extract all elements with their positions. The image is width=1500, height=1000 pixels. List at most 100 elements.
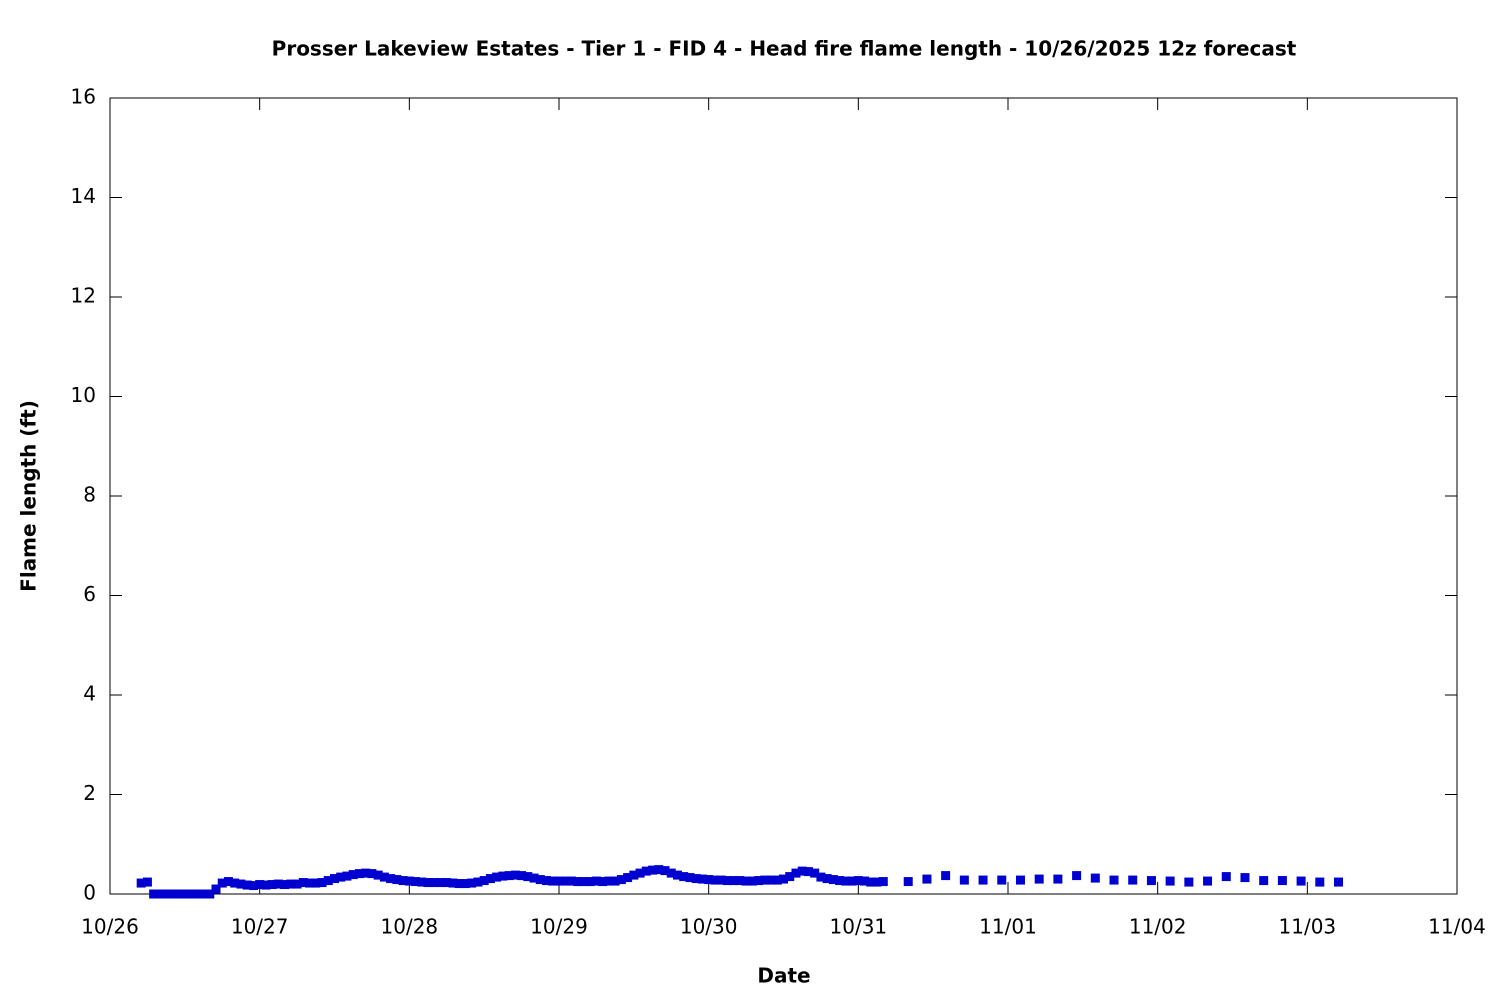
data-point	[373, 870, 383, 880]
data-point	[760, 875, 770, 885]
data-point	[554, 876, 564, 886]
data-point	[772, 875, 782, 885]
data-point	[448, 878, 458, 888]
data-point	[754, 876, 764, 886]
data-point	[672, 870, 682, 880]
data-point	[517, 871, 527, 881]
data-point	[192, 889, 202, 899]
data-point	[473, 877, 483, 887]
data-point	[242, 880, 252, 890]
data-point	[379, 872, 389, 882]
data-point	[1277, 876, 1287, 886]
data-point	[161, 889, 171, 899]
data-point	[648, 865, 658, 875]
y-tick-label: 14	[71, 184, 96, 208]
y-tick-label: 10	[71, 383, 96, 407]
data-point	[959, 875, 969, 885]
data-point	[1184, 877, 1194, 887]
data-point	[785, 872, 795, 882]
x-tick-label: 11/02	[1129, 915, 1187, 939]
data-point	[610, 876, 620, 886]
x-tick-label: 11/01	[979, 915, 1037, 939]
data-point	[442, 878, 452, 888]
x-tick-label: 10/29	[530, 915, 588, 939]
data-point	[691, 874, 701, 884]
data-point	[186, 889, 196, 899]
data-point	[1109, 875, 1119, 885]
data-point	[704, 875, 714, 885]
y-tick-label: 2	[83, 781, 96, 805]
data-point	[629, 870, 639, 880]
x-tick-label: 11/03	[1279, 915, 1337, 939]
data-point	[1128, 875, 1138, 885]
data-point	[847, 876, 857, 886]
data-point	[510, 870, 520, 880]
data-point	[248, 881, 258, 891]
data-point	[423, 878, 433, 888]
x-tick-label: 11/04	[1428, 915, 1486, 939]
x-tick-label: 10/28	[381, 915, 439, 939]
data-point	[223, 877, 233, 887]
data-point	[199, 889, 209, 899]
data-point	[997, 875, 1007, 885]
y-tick-label: 6	[83, 582, 96, 606]
y-axis-label: Flame length (ft)	[17, 400, 41, 592]
data-point	[180, 889, 190, 899]
data-point	[330, 874, 339, 884]
data-point	[822, 874, 832, 884]
y-tick-label: 16	[71, 85, 96, 109]
data-point	[348, 870, 358, 880]
data-point	[1315, 877, 1325, 887]
data-point	[654, 865, 664, 875]
data-point	[535, 875, 545, 885]
data-point	[398, 876, 408, 886]
data-point	[566, 876, 576, 886]
data-point	[1146, 876, 1156, 886]
data-point	[523, 872, 533, 882]
data-point	[598, 877, 608, 887]
data-point	[273, 879, 283, 889]
data-point	[1015, 875, 1025, 885]
data-point	[417, 877, 427, 887]
data-point	[404, 876, 414, 886]
data-point	[797, 866, 807, 876]
data-point	[735, 876, 745, 886]
data-point	[635, 868, 645, 878]
data-point	[866, 877, 876, 887]
data-point	[679, 872, 689, 882]
data-point	[729, 876, 739, 886]
data-point	[529, 873, 539, 883]
data-point	[666, 868, 676, 878]
data-point	[853, 876, 863, 886]
data-point	[1203, 876, 1213, 886]
data-point	[261, 880, 271, 890]
data-point	[236, 879, 246, 889]
data-point	[467, 878, 477, 888]
data-point	[591, 876, 601, 886]
data-point	[255, 880, 265, 890]
data-point	[205, 889, 215, 899]
data-point	[498, 871, 508, 881]
x-axis-label: Date	[757, 964, 810, 988]
data-point	[641, 866, 651, 876]
data-point	[485, 874, 495, 884]
data-point	[860, 876, 870, 886]
data-point	[685, 873, 695, 883]
data-point	[342, 871, 352, 881]
data-point	[573, 877, 583, 887]
data-point	[317, 878, 327, 888]
data-point	[429, 878, 439, 888]
data-point	[903, 877, 913, 887]
data-point	[354, 869, 364, 879]
data-point	[1090, 873, 1100, 883]
data-point	[504, 871, 514, 881]
chart-title: Prosser Lakeview Estates - Tier 1 - FID …	[272, 37, 1297, 61]
data-point	[623, 873, 633, 883]
data-point	[136, 878, 146, 888]
data-point	[922, 874, 932, 884]
data-point	[142, 877, 152, 887]
data-point	[230, 878, 240, 888]
data-point	[1053, 874, 1063, 884]
